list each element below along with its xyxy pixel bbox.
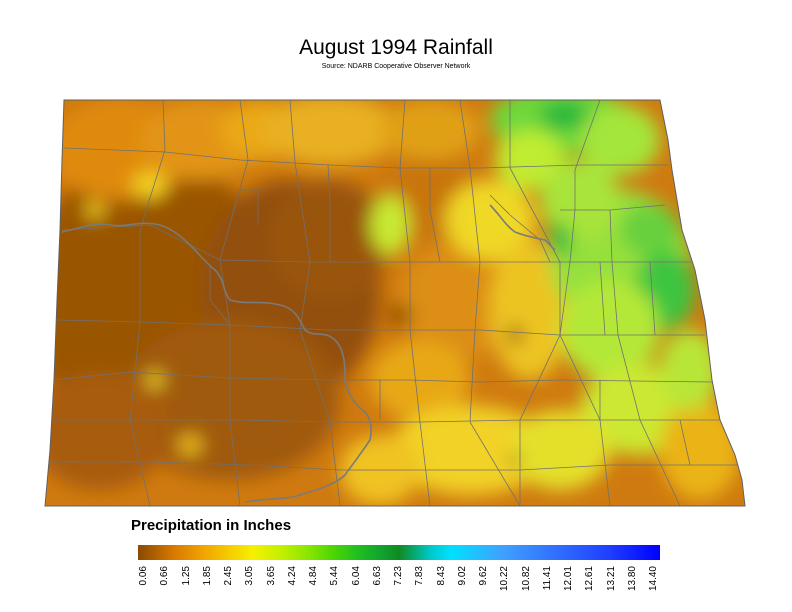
legend-tick-label: 10.82	[520, 566, 532, 592]
legend-tick-label: 11.41	[541, 566, 553, 591]
legend-tick-label: 10.22	[499, 566, 511, 592]
legend-tick-label: 4.24	[286, 566, 298, 586]
legend-tick-label: 1.85	[201, 566, 213, 586]
legend-tick-label: 3.65	[265, 566, 277, 586]
legend-tick-label: 9.62	[478, 566, 489, 586]
legend-title: Precipitation in Inches	[131, 517, 292, 534]
legend-tick-label: 2.45	[223, 566, 234, 586]
legend-tick-label: 9.02	[456, 566, 468, 586]
legend-tick-label: 4.84	[308, 566, 319, 586]
legend-tick-label: 7.83	[414, 566, 426, 586]
legend-tick-label: 13.80	[626, 566, 638, 592]
county-boundaries	[46, 100, 740, 506]
legend-tick-label: 5.44	[329, 566, 341, 586]
legend-tick-label: 8.43	[435, 566, 447, 586]
legend-tick-label: 12.01	[563, 566, 574, 592]
legend-tick-label: 13.21	[605, 566, 617, 592]
rainfall-surface	[45, 100, 745, 506]
legend-tick-label: 14.40	[648, 566, 659, 592]
legend-tick-label: 6.04	[350, 566, 362, 586]
map-source: Source: NDARB Cooperative Observer Netwo…	[321, 63, 471, 70]
legend-tick-label: 0.66	[159, 566, 171, 586]
legend-tick-label: 3.05	[244, 566, 256, 586]
state-border	[44, 99, 746, 507]
legend-tick-label: 6.63	[371, 566, 383, 586]
legend-tick-label: 7.23	[393, 566, 404, 586]
map-title: August 1994 Rainfall	[299, 36, 493, 59]
river	[61, 204, 556, 503]
legend-tick-label: 1.25	[180, 566, 192, 586]
legend-tick-label: 12.61	[584, 566, 596, 592]
legend-color-bar	[138, 545, 660, 560]
legend-tick-label: 0.06	[138, 566, 149, 586]
